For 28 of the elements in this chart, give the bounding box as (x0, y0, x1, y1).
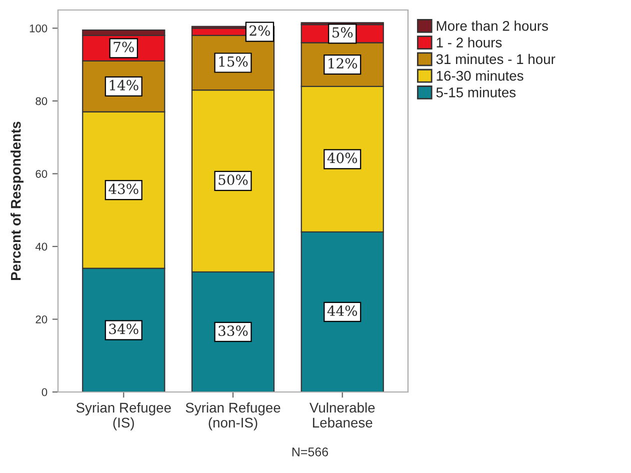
y-tick-label: 40 (35, 242, 48, 251)
data-label: 43% (108, 184, 138, 194)
legend-label: 1 - 2 hours (436, 37, 502, 48)
data-label: 7% (114, 42, 134, 52)
data-label: 33% (218, 325, 248, 336)
legend-label: More than 2 hours (436, 20, 548, 31)
y-tick-label: 0 (42, 388, 48, 396)
data-label: 15% (219, 56, 248, 67)
legend-label: 16-30 minutes (436, 70, 524, 81)
data-label: 14% (110, 80, 138, 90)
data-label: 5% (332, 27, 353, 38)
y-tick-label: 60 (36, 170, 48, 178)
y-tick-label: 20 (36, 316, 48, 324)
data-label: 34% (109, 324, 138, 334)
data-label: 50% (218, 174, 248, 186)
y-axis-title: Percent of Respondents (10, 122, 24, 280)
x-tick-label: Syrian Refugee (IS) (76, 402, 171, 430)
data-label: 44% (327, 305, 358, 316)
text: N=566 (292, 447, 328, 456)
legend-label: 31 minutes - 1 hour (436, 54, 556, 64)
data-label: 12% (328, 58, 358, 69)
legend-label: 5-15 minutes (436, 87, 516, 98)
data-label: 40% (327, 152, 358, 164)
x-tick-label: Syrian Refugee (non-IS) (186, 402, 280, 430)
x-tick-label: Vulnerable Lebanese (309, 402, 375, 428)
y-tick-label: 80 (36, 97, 48, 106)
y-tick-label: 100 (30, 24, 48, 32)
data-label: 2% (250, 25, 270, 36)
